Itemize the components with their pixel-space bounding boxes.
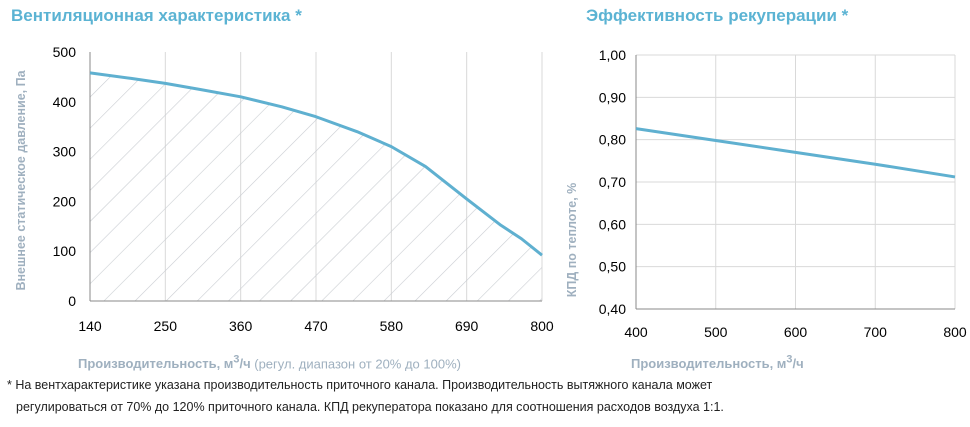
- x-tick-label: 500: [704, 324, 728, 340]
- efficiency-line: [635, 127, 956, 179]
- fan-curve-chart: 0 100 200 300 400 500 140 250 360 470 580 690 800 Вне…: [14, 44, 554, 334]
- x-tick-label: 690: [455, 318, 479, 334]
- y-tick-label: 300: [53, 144, 77, 160]
- y-tick-label: 200: [53, 193, 77, 209]
- x-tick-label: 250: [154, 318, 178, 334]
- fan-curve-xlabel: Производительность, м3/ч (регул. диапазо…: [78, 354, 461, 372]
- y-tick-label: 1,00: [599, 47, 626, 63]
- footnote-line-1: * На вентхарактеристике указана производ…: [7, 378, 713, 392]
- fan-curve-line: [89, 71, 543, 257]
- y-tick-label: 0,50: [599, 259, 626, 275]
- y-tick-label: 500: [53, 44, 77, 60]
- x-tick-label: 140: [78, 318, 102, 334]
- x-tick-label: 470: [304, 318, 328, 334]
- fan-curve-title: Вентиляционная характеристика *: [11, 6, 302, 25]
- x-tick-label: 700: [864, 324, 888, 340]
- recuperation-ylabel: КПД по теплоте, %: [565, 183, 579, 298]
- recuperation-xlabel: Производительность, м3/ч: [631, 354, 804, 372]
- fan-curve-ylabel: Внешнее статическое давление, Па: [14, 69, 28, 290]
- y-tick-label: 0,70: [599, 174, 626, 190]
- y-tick-label: 0: [68, 293, 76, 309]
- x-tick-label: 400: [624, 324, 648, 340]
- x-tick-label: 360: [229, 318, 253, 334]
- y-tick-label: 0,60: [599, 216, 626, 232]
- y-tick-label: 0,40: [599, 301, 626, 317]
- x-tick-label: 580: [380, 318, 404, 334]
- x-tick-label: 800: [530, 318, 554, 334]
- footnote-line-2: регулироваться от 70% до 120% приточного…: [16, 400, 724, 414]
- x-tick-label: 600: [784, 324, 808, 340]
- recuperation-efficiency-chart: 0,40 0,50 0,60 0,70 0,80 0,90 1,00 400 500 600 700…: [565, 47, 967, 340]
- y-tick-label: 0,80: [599, 132, 626, 148]
- y-tick-label: 100: [53, 243, 77, 259]
- recuperation-efficiency-title: Эффективность рекуперации *: [586, 6, 849, 25]
- y-tick-label: 400: [53, 94, 77, 110]
- x-tick-label: 800: [943, 324, 967, 340]
- hatched-area: [90, 72, 542, 301]
- y-tick-label: 0,90: [599, 89, 626, 105]
